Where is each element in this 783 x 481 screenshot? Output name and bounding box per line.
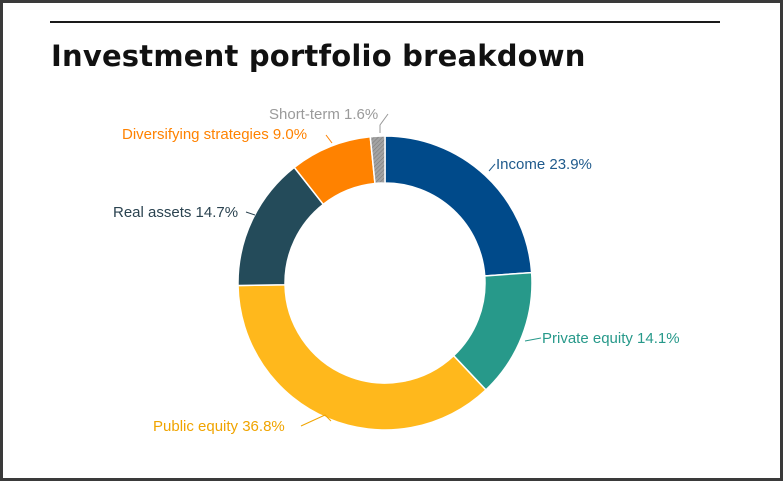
leader-income [488, 163, 496, 172]
label-public-equity: Public equity 36.8% [153, 418, 285, 435]
leader-diversifying-strategies [325, 134, 333, 144]
label-income: Income 23.9% [496, 156, 592, 173]
slice-labels: Income 23.9% Private equity 14.1% Public e… [113, 106, 680, 435]
label-private-equity: Private equity 14.1% [542, 330, 680, 347]
leader-real-assets [245, 211, 256, 216]
leader-private-equity [524, 337, 542, 342]
label-short-term: Short-term 1.6% [269, 106, 378, 123]
donut-chart: Income 23.9% Private equity 14.1% Public e… [113, 106, 680, 435]
slice-public-equity [237, 283, 487, 431]
label-real-assets: Real assets 14.7% [113, 204, 238, 221]
donut-slices [237, 135, 533, 431]
chart-title: Investment portfolio breakdown [51, 39, 586, 73]
leader-public-equity [300, 414, 332, 427]
top-rule [50, 21, 720, 23]
leader-lines [245, 113, 542, 427]
slice-short-term [369, 135, 386, 185]
label-diversifying-strategies: Diversifying strategies 9.0% [122, 126, 307, 143]
leader-short-term [379, 113, 389, 133]
